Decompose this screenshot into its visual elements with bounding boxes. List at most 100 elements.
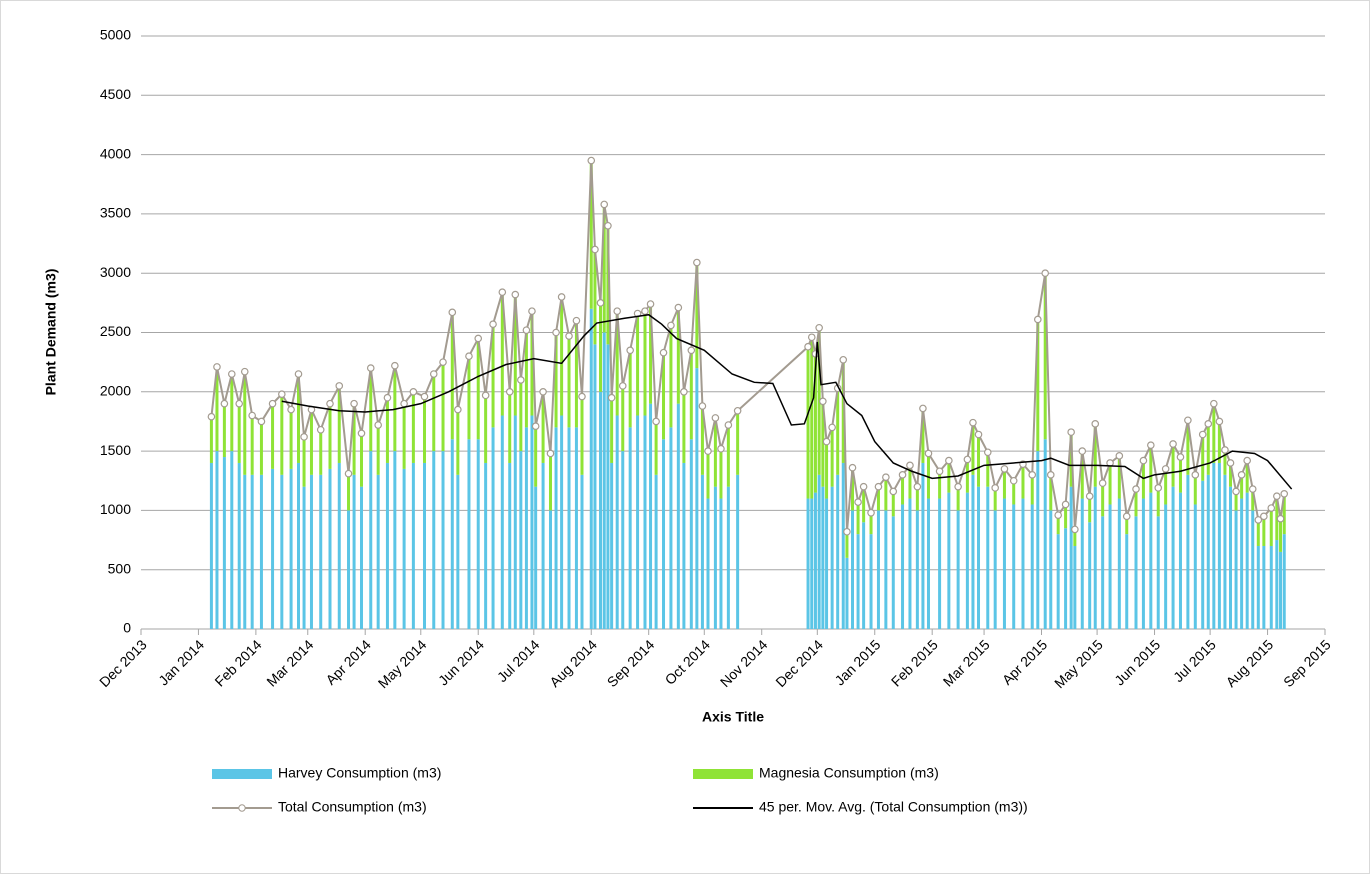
bar-segment: [662, 352, 666, 440]
bar-segment: [615, 415, 619, 629]
y-tick-label: 2500: [100, 323, 131, 339]
point-marker: [969, 418, 977, 427]
legend-swatch: [212, 769, 272, 779]
point-marker: [552, 328, 560, 337]
point-marker: [1115, 452, 1124, 460]
bar-segment: [467, 439, 471, 629]
y-tick-label: 3500: [100, 205, 131, 221]
bar-segment: [209, 416, 213, 463]
bar-segment: [337, 462, 341, 629]
bar-segment: [1108, 504, 1112, 629]
point-marker: [613, 307, 621, 315]
bar-segment: [560, 415, 564, 629]
bar-segment: [359, 433, 363, 487]
bar-segment: [862, 522, 866, 629]
bar-segment: [524, 330, 528, 428]
point-marker: [652, 417, 660, 426]
point-marker: [465, 352, 473, 361]
bar-segment: [289, 409, 293, 469]
legend-label: Harvey Consumption (m3): [278, 765, 441, 781]
bar-segment: [432, 374, 436, 452]
bar-segment: [519, 451, 523, 629]
bar-segment: [567, 427, 571, 629]
point-marker: [409, 387, 418, 396]
bar-segment: [977, 434, 981, 487]
bar-segment: [654, 474, 658, 629]
bar-segment: [467, 356, 471, 440]
bar-segment: [856, 502, 860, 535]
point-marker: [626, 346, 634, 355]
bar-segment: [1030, 474, 1034, 505]
bar-segment: [243, 474, 247, 629]
bar-segment: [1186, 420, 1190, 475]
legend-label: Total Consumption (m3): [278, 799, 427, 815]
bar-segment: [319, 474, 323, 629]
point-marker: [600, 200, 609, 209]
bar-segment: [1021, 464, 1025, 499]
bar-segment: [901, 474, 905, 505]
bar-segment: [450, 312, 454, 440]
bar-segment: [1240, 474, 1244, 499]
bar-segment: [554, 332, 558, 428]
y-tick-label: 4000: [100, 145, 131, 161]
bar-segment: [610, 397, 614, 463]
bar-segment: [1064, 504, 1068, 529]
point-marker: [889, 487, 898, 496]
point-marker: [1273, 492, 1281, 500]
bar-segment: [851, 467, 855, 511]
bar-segment: [695, 368, 699, 629]
point-marker: [687, 346, 696, 355]
bar-segment: [1212, 403, 1216, 463]
point-marker: [498, 288, 507, 296]
bar-segment: [676, 307, 680, 404]
point-marker: [294, 370, 303, 378]
bar-segment: [908, 465, 912, 499]
bar-segment: [1125, 534, 1129, 629]
bar-segment: [319, 429, 323, 475]
bar-segment: [915, 510, 919, 629]
point-marker: [578, 392, 586, 401]
bar-segment: [432, 451, 436, 629]
bar-segment: [689, 439, 693, 629]
bar-segment: [806, 498, 810, 629]
y-tick-label: 5000: [100, 27, 131, 43]
bar-segment: [1036, 319, 1040, 452]
point-marker: [874, 482, 883, 491]
bar-segment: [243, 371, 247, 475]
point-marker: [350, 399, 358, 408]
bar-segment: [519, 379, 523, 452]
bar-segment: [986, 486, 990, 629]
point-marker: [724, 421, 733, 429]
point-marker: [717, 444, 725, 453]
bar-segment: [589, 308, 593, 629]
point-marker: [945, 456, 953, 465]
bar-segment: [1056, 515, 1060, 535]
y-axis-title: Plant Demand (m3): [43, 269, 59, 396]
bar-segment: [1117, 498, 1121, 629]
point-marker: [240, 367, 249, 376]
point-marker: [1154, 484, 1163, 492]
point-marker: [807, 333, 816, 342]
point-marker: [1122, 512, 1131, 521]
bar-segment: [719, 498, 723, 629]
bar-segment: [825, 498, 829, 629]
bar-segment: [337, 385, 341, 463]
bar-segment: [876, 510, 880, 629]
point-marker: [1071, 525, 1079, 534]
bar-segment: [1002, 468, 1006, 499]
bar-segment: [250, 415, 254, 475]
bar-segment: [1064, 528, 1068, 629]
bar-segment: [1069, 486, 1073, 629]
legend-marker: [238, 804, 246, 812]
bar-segment: [1256, 519, 1260, 546]
bar-segment: [530, 311, 534, 416]
bar-segment: [541, 462, 545, 629]
point-marker: [913, 482, 922, 491]
bar-segment: [328, 468, 332, 629]
point-marker: [828, 423, 836, 432]
bar-segment: [1229, 462, 1233, 487]
bar-segment: [926, 498, 930, 629]
bar-segment: [845, 531, 849, 558]
point-marker: [572, 316, 581, 325]
